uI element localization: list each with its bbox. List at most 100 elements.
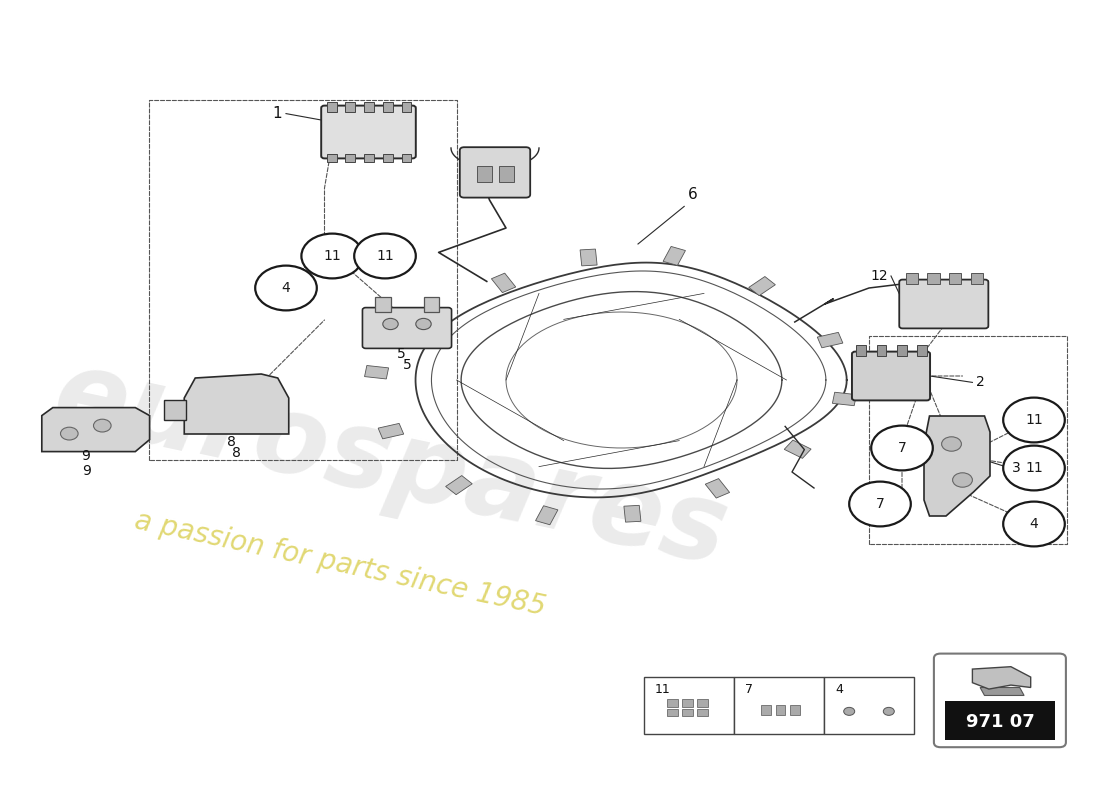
Bar — [327, 102, 337, 112]
Polygon shape — [924, 416, 990, 516]
Text: 6: 6 — [688, 186, 697, 202]
FancyBboxPatch shape — [852, 352, 931, 400]
FancyBboxPatch shape — [934, 654, 1066, 747]
Text: 7: 7 — [745, 683, 752, 696]
Text: eurospares: eurospares — [44, 341, 736, 587]
Bar — [682, 709, 693, 716]
Text: 1: 1 — [272, 106, 282, 121]
Text: 971 07: 971 07 — [966, 714, 1034, 731]
Text: 11: 11 — [323, 249, 341, 263]
Bar — [697, 709, 708, 716]
Polygon shape — [184, 374, 288, 434]
FancyBboxPatch shape — [460, 147, 530, 198]
Bar — [165, 400, 186, 420]
Bar — [378, 423, 404, 439]
Circle shape — [301, 234, 363, 278]
Bar — [364, 366, 388, 379]
Bar — [877, 346, 887, 355]
Text: 4: 4 — [835, 683, 843, 696]
Bar — [734, 677, 824, 734]
FancyBboxPatch shape — [363, 307, 452, 349]
Text: 12: 12 — [870, 269, 888, 283]
Bar — [749, 277, 775, 296]
Circle shape — [416, 318, 431, 330]
Bar — [424, 298, 439, 312]
Bar — [761, 705, 771, 714]
Text: 7: 7 — [876, 497, 884, 511]
Bar — [817, 332, 843, 348]
Bar — [682, 699, 693, 706]
Bar — [970, 273, 983, 284]
FancyBboxPatch shape — [321, 106, 416, 158]
Text: 11: 11 — [654, 683, 670, 696]
Bar — [927, 273, 939, 284]
Text: 4: 4 — [1030, 517, 1038, 531]
Circle shape — [953, 473, 972, 487]
Circle shape — [354, 234, 416, 278]
Text: 2: 2 — [976, 375, 984, 390]
Text: 11: 11 — [1025, 461, 1043, 475]
Bar — [624, 506, 641, 522]
Circle shape — [883, 707, 894, 715]
Circle shape — [94, 419, 111, 432]
Bar — [857, 346, 867, 355]
Circle shape — [844, 707, 855, 715]
Polygon shape — [42, 407, 150, 451]
Text: 5: 5 — [397, 346, 406, 361]
Circle shape — [383, 318, 398, 330]
Bar — [364, 154, 374, 162]
Bar — [663, 246, 685, 266]
Circle shape — [1003, 502, 1065, 546]
Bar — [776, 705, 785, 714]
Bar — [383, 154, 393, 162]
Bar — [945, 702, 1055, 740]
Text: 8: 8 — [232, 446, 241, 460]
Bar — [536, 506, 558, 525]
Bar — [402, 102, 411, 112]
Text: 9: 9 — [82, 464, 91, 478]
Bar — [492, 273, 516, 293]
Bar — [667, 699, 678, 706]
Bar — [375, 298, 390, 312]
Bar — [896, 346, 906, 355]
FancyBboxPatch shape — [900, 279, 988, 328]
Bar — [580, 249, 597, 266]
Circle shape — [871, 426, 933, 470]
Circle shape — [60, 427, 78, 440]
Text: 3: 3 — [1012, 461, 1021, 475]
Bar — [705, 478, 729, 498]
Bar — [790, 705, 800, 714]
Bar — [949, 273, 961, 284]
Bar — [402, 154, 411, 162]
Bar — [383, 102, 393, 112]
Bar — [667, 709, 678, 716]
Text: 11: 11 — [376, 249, 394, 263]
Bar — [477, 166, 492, 182]
Bar — [784, 440, 811, 458]
Bar — [499, 166, 514, 182]
Text: 5: 5 — [403, 358, 411, 372]
Bar — [345, 102, 355, 112]
Text: a passion for parts since 1985: a passion for parts since 1985 — [132, 506, 548, 622]
Bar — [446, 475, 472, 494]
Text: 9: 9 — [81, 449, 90, 463]
Bar — [824, 677, 914, 734]
Circle shape — [1003, 446, 1065, 490]
Text: 7: 7 — [898, 441, 906, 455]
Bar — [644, 677, 734, 734]
Circle shape — [1003, 398, 1065, 442]
Bar — [345, 154, 355, 162]
Polygon shape — [972, 666, 1031, 689]
Bar — [364, 102, 374, 112]
Bar — [906, 273, 917, 284]
Text: 8: 8 — [227, 435, 235, 450]
Circle shape — [255, 266, 317, 310]
Bar — [327, 154, 337, 162]
Bar — [833, 392, 857, 406]
Polygon shape — [980, 687, 1024, 695]
Bar — [410, 313, 437, 331]
Circle shape — [942, 437, 961, 451]
Bar — [917, 346, 926, 355]
Text: 4: 4 — [282, 281, 290, 295]
Text: 11: 11 — [1025, 413, 1043, 427]
